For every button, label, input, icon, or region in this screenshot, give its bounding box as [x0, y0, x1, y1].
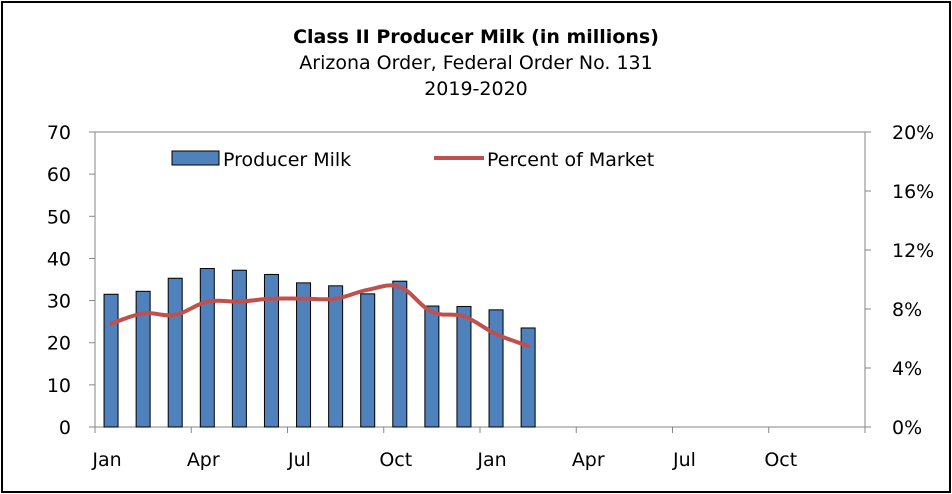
y-tick-label: 20	[47, 333, 71, 355]
y-tick-label: 40	[47, 248, 71, 270]
x-tick-label: Jan	[91, 449, 121, 471]
line-group	[109, 283, 531, 348]
y-tick-label: 0	[59, 417, 71, 439]
y-tick-label: 70	[47, 122, 71, 144]
y2-tick-label: 12%	[892, 240, 934, 262]
chart-period: 2019-2020	[424, 78, 528, 100]
bar-producer-milk	[328, 285, 344, 428]
y-tick-label: 60	[47, 164, 71, 186]
y2-tick-label: 0%	[892, 417, 922, 439]
legend-label-percent-of-market: Percent of Market	[487, 149, 654, 171]
y2-tick-label: 20%	[892, 122, 934, 144]
x-tick-label: Jan	[476, 449, 506, 471]
y2-tick-label: 8%	[892, 299, 922, 321]
line-percent-of-market	[109, 283, 531, 348]
bar-producer-milk	[360, 293, 376, 428]
x-tick-label: Oct	[379, 449, 412, 471]
bar-producer-milk	[520, 327, 536, 428]
bar-producer-milk	[103, 293, 119, 428]
x-tick-label: Jul	[287, 449, 311, 471]
chart-title: Class II Producer Milk (in millions)	[293, 26, 659, 48]
x-tick-label: Jul	[672, 449, 696, 471]
axes: 0 10 20 30 40 50 60 70 0% 4% 8% 12% 16% 20% Jan Apr Jul O…	[47, 122, 934, 471]
x-tick-label: Oct	[764, 449, 797, 471]
legend-swatch-producer-milk	[171, 150, 220, 166]
y-tick-label: 30	[47, 291, 71, 313]
bar-producer-milk	[135, 290, 151, 428]
bar-producer-milk	[199, 268, 215, 428]
y2-tick-label: 16%	[892, 181, 934, 203]
x-tick-label: Apr	[572, 449, 605, 471]
y-tick-label: 50	[47, 206, 71, 228]
bar-producer-milk	[488, 309, 504, 428]
bar-producer-milk	[296, 282, 312, 428]
y2-tick-label: 4%	[892, 358, 922, 380]
legend-label-producer-milk: Producer Milk	[223, 149, 351, 171]
x-tick-label: Apr	[187, 449, 220, 471]
bar-producer-milk	[167, 277, 183, 428]
bar-producer-milk	[456, 305, 472, 428]
bar-producer-milk	[231, 269, 247, 428]
bar-producer-milk	[392, 280, 408, 428]
y-tick-label: 10	[47, 375, 71, 397]
legend: Producer Milk Percent of Market	[171, 149, 654, 171]
bar-producer-milk	[263, 273, 279, 428]
bars-group	[103, 268, 536, 428]
chart-subtitle: Arizona Order, Federal Order No. 131	[299, 52, 653, 74]
bar-producer-milk	[424, 305, 440, 428]
